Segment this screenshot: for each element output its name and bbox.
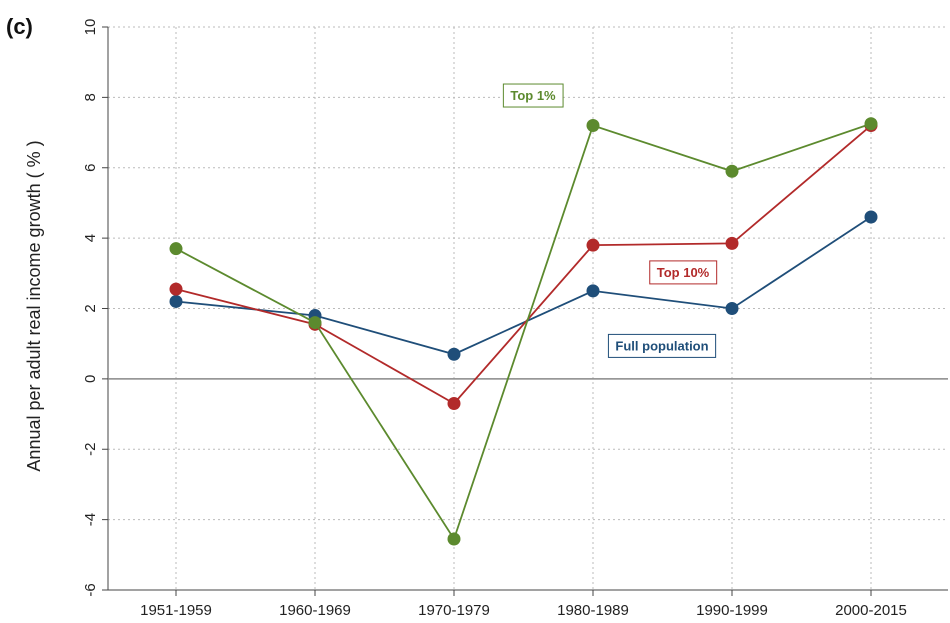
data-point-top-10 <box>447 397 461 411</box>
data-point-top-1 <box>725 164 739 178</box>
series-label-top-1: Top 1% <box>502 83 564 108</box>
series-line-full-population <box>175 216 872 356</box>
series-line-top-1 <box>175 122 872 542</box>
y-tick-label: 8 <box>82 93 99 101</box>
grid <box>108 26 948 591</box>
x-tick-labels: 1951-1959 1960-1969 1970-1979 1980-1989 1990… <box>140 602 907 619</box>
x-tick-label: 1960-1969 <box>279 602 351 619</box>
data-point-top-1 <box>169 242 183 256</box>
series-label-text: Full population <box>615 338 708 353</box>
y-tick-label: 10 <box>82 19 99 36</box>
axes <box>102 26 948 596</box>
data-point-top-1 <box>308 316 322 330</box>
y-tick-label: -6 <box>82 583 99 596</box>
data-point-full-population <box>725 302 739 315</box>
series-label-full-population: Full population <box>607 333 717 358</box>
series-label-text: Top 10% <box>657 265 710 280</box>
data-point-full-population <box>864 210 878 224</box>
panel-label: (c) <box>6 14 33 39</box>
series-label-box <box>502 83 564 108</box>
y-tick-label: -2 <box>82 443 99 456</box>
y-tick-labels: -6 -4 -2 0 2 4 6 8 10 <box>82 19 99 597</box>
data-point-top-1 <box>586 119 600 133</box>
x-tick-label: 1970-1979 <box>418 602 490 619</box>
y-tick-label: -4 <box>82 513 99 526</box>
series-label-top-10: Top 10% <box>649 260 718 285</box>
y-tick-label: 0 <box>82 375 99 383</box>
y-tick-label: 6 <box>82 164 99 172</box>
series-label-box <box>607 333 717 358</box>
data-point-top-10 <box>725 236 739 250</box>
series-label-box <box>649 260 718 285</box>
series-label-text: Top 1% <box>510 88 556 103</box>
x-tick-label: 2000-2015 <box>835 602 907 619</box>
data-point-top-10 <box>169 282 183 296</box>
x-tick-label: 1990-1999 <box>696 602 768 619</box>
series <box>169 117 878 546</box>
x-tick-label: 1980-1989 <box>557 602 629 619</box>
data-point-full-population <box>586 284 600 298</box>
x-tick-label: 1951-1959 <box>140 602 212 619</box>
data-point-full-population <box>169 294 183 308</box>
series-labels: Full population Top 10% Top 1% <box>502 83 718 358</box>
y-tick-label: 2 <box>82 304 99 312</box>
data-point-top-1 <box>864 117 878 131</box>
data-point-full-population <box>447 347 461 361</box>
series-line-top-10 <box>175 124 872 405</box>
y-axis-title: Annual per adult real income growth ( % … <box>24 140 44 471</box>
y-tick-label: 4 <box>82 234 99 242</box>
data-point-top-1 <box>447 532 461 546</box>
data-point-top-10 <box>586 238 600 252</box>
